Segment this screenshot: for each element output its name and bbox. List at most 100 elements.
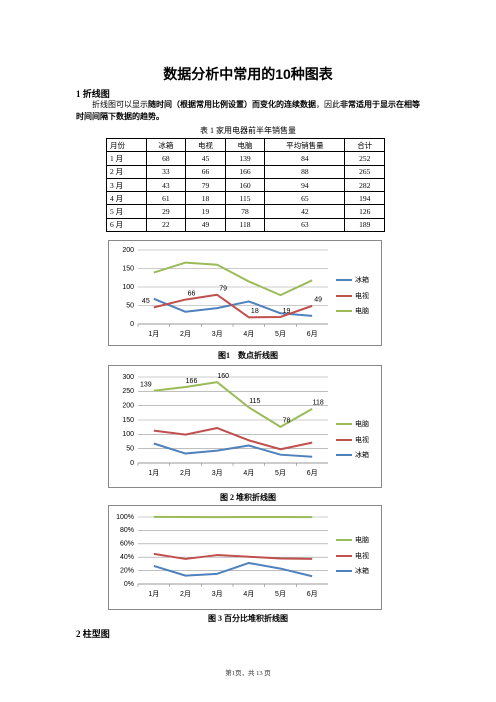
table-row: 1 月 68 45 139 84 252: [106, 151, 385, 166]
line: [153, 381, 313, 428]
y-tick-label: 100: [122, 284, 134, 291]
x-tick-label: 4月: [243, 469, 254, 477]
chart-border: [108, 505, 382, 610]
table-cell: 6 月: [106, 217, 147, 233]
table-cell: 126: [344, 204, 385, 219]
y-tick-label: 200: [122, 247, 134, 254]
y-tick-label: 100: [122, 431, 134, 438]
table-cell: 22: [145, 217, 187, 233]
y-tick-label: 80%: [120, 527, 134, 534]
y-tick-label: 40%: [120, 554, 134, 561]
x-tick-label: 3月: [212, 330, 223, 338]
text: 折线图可以显示: [92, 100, 148, 109]
table-cell: 63: [264, 217, 346, 233]
x-tick-label: 1月: [148, 330, 159, 338]
table-cell: 78: [224, 204, 266, 219]
x-tick-label: 6月: [307, 590, 318, 598]
y-tick-label: 50: [126, 302, 134, 309]
table-row: 5 月 29 19 78 42 126: [106, 204, 385, 219]
x-tick-label: 4月: [243, 590, 254, 598]
x-tick-label: 1月: [148, 590, 159, 598]
table: 月份 冰箱 电视 电脑 平均销售量 合计 1 月 68 45 139 84 252 2 月 33 66 166…: [106, 137, 385, 233]
figure-caption: 图 3 百分比堆积折线图: [208, 614, 288, 623]
table-cell: 3 月: [106, 177, 147, 193]
y-tick-label: 0%: [124, 581, 134, 588]
data-label: 166: [186, 378, 198, 385]
y-tick-label: 100%: [116, 514, 134, 521]
y-tick-label: 200: [122, 403, 134, 410]
table-cell: 33: [145, 164, 187, 179]
table-row: 3 月 43 79 160 94 282: [106, 177, 385, 193]
table-cell: 115: [224, 191, 266, 206]
table-cell: 月份: [106, 137, 147, 153]
table-row: 6 月 22 49 118 63 189: [106, 217, 385, 233]
chart: 0% 20% 40% 60% 80% 100% 1月 2月 3月 4月 5月 6月 冰箱 电视 电脑: [108, 505, 382, 610]
table-cell: 139: [224, 151, 266, 166]
legend-label: 冰箱: [355, 275, 369, 284]
table-cell: 65: [264, 191, 346, 206]
text: 随时间（根据常用比例设置）而变化的连续数据: [148, 100, 316, 109]
data-label: 45: [142, 298, 150, 305]
y-tick-label: 60%: [120, 541, 134, 548]
y-tick-label: 150: [122, 265, 134, 272]
table-cell: 1 月: [106, 151, 147, 166]
x-tick-label: 3月: [212, 469, 223, 477]
figure-caption: 图1 数点折线图: [218, 351, 278, 360]
table-cell: 88: [264, 164, 346, 179]
data-label: 139: [140, 382, 152, 389]
data-label: 78: [283, 418, 291, 425]
table-cell: 电视: [185, 137, 226, 153]
legend-label: 电脑: [355, 306, 369, 315]
legend-label: 冰箱: [355, 450, 369, 459]
line: [153, 561, 313, 578]
legend-label: 电脑: [355, 419, 369, 428]
line: [153, 261, 313, 297]
line: [153, 442, 313, 458]
x-tick-label: 6月: [307, 330, 318, 338]
x-tick-label: 2月: [180, 469, 191, 477]
doc-title: 数据分析中常用的10种图表: [163, 66, 333, 82]
table-cell: 45: [185, 151, 226, 166]
table-cell: 66: [185, 164, 226, 179]
y-tick-label: 0: [130, 460, 134, 467]
table-cell: 160: [224, 177, 266, 193]
footer: 第1页，共 13 页: [225, 670, 271, 677]
chart-border: [108, 240, 382, 346]
table-row: 4 月 61 18 115 65 194: [106, 191, 385, 206]
legend-label: 冰箱: [355, 566, 369, 575]
table-cell: 合计: [344, 137, 385, 153]
y-tick-label: 50: [126, 446, 134, 453]
table-cell: 282: [344, 177, 385, 193]
table-cell: 194: [344, 191, 385, 206]
table-cell: 43: [145, 177, 187, 193]
data-label: 79: [219, 286, 227, 293]
x-tick-label: 1月: [148, 469, 159, 477]
table-cell: 84: [264, 151, 346, 166]
data-label: 115: [249, 398, 260, 405]
table-cell: 61: [145, 191, 187, 206]
data-label: 118: [313, 400, 324, 407]
table-cell: 252: [344, 151, 385, 166]
line: [153, 297, 313, 317]
table-cell: 49: [185, 217, 226, 233]
legend-label: 电脑: [355, 535, 369, 544]
data-label: 160: [217, 373, 229, 380]
table-cell: 电脑: [224, 137, 266, 153]
chart-border: [108, 365, 382, 488]
x-tick-label: 2月: [180, 590, 191, 598]
data-label: 66: [188, 290, 196, 297]
data-label: 19: [283, 308, 291, 315]
x-tick-label: 5月: [275, 330, 286, 338]
legend-label: 电视: [355, 291, 369, 300]
table-cell: 189: [344, 217, 385, 233]
table-caption: 表 1 家用电器前半年销售量: [200, 126, 296, 135]
legend-label: 电视: [355, 551, 369, 560]
data-label: 18: [251, 308, 259, 315]
table-cell: 4 月: [106, 191, 147, 206]
table-row: 2 月 33 66 166 88 265: [106, 164, 385, 179]
table-cell: 94: [264, 177, 346, 193]
table-cell: 68: [145, 151, 187, 166]
table-cell: 冰箱: [145, 137, 187, 153]
chart: 0 50 100 150 200 250 300 1月 2月 3月 4月 5月 6月 冰箱 电视 139 166…: [108, 365, 382, 488]
